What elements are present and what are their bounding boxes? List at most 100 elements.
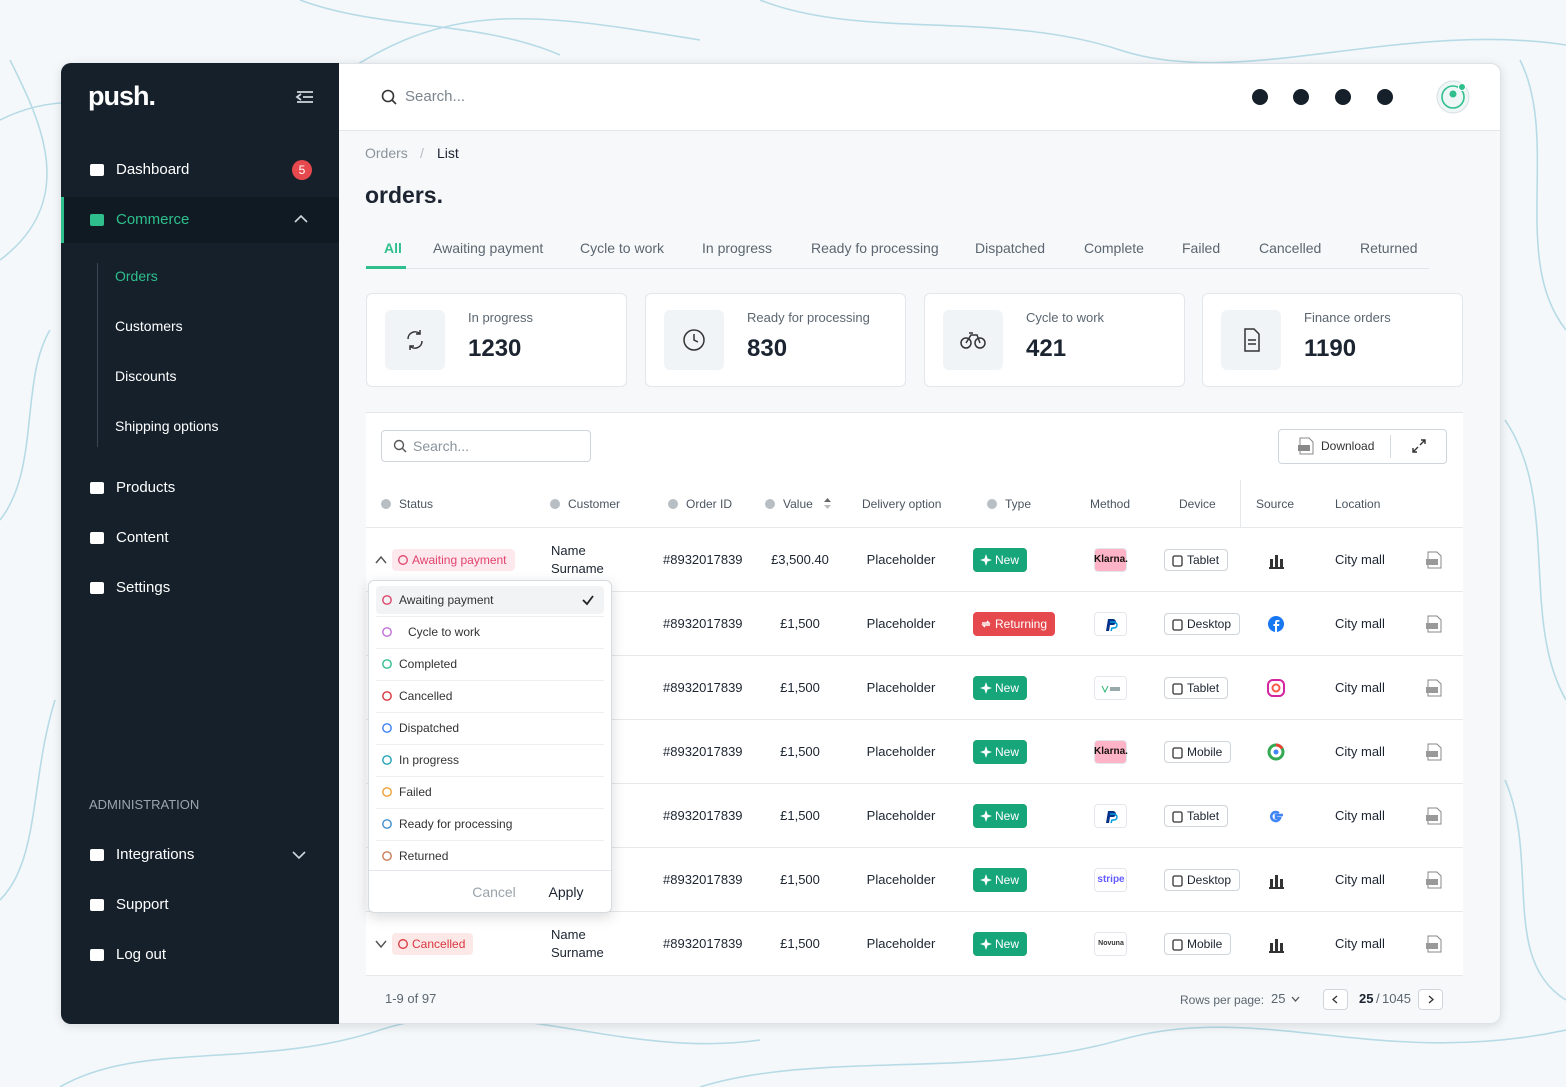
topbar-icon [1377,89,1393,105]
subnav-item[interactable]: Orders [115,268,158,284]
nav-item[interactable]: Log out [116,946,167,963]
search-icon [381,89,397,105]
device-icon [1172,747,1183,759]
type-label: New [995,681,1020,695]
table-row [366,591,1463,592]
search-icon-part [381,89,395,103]
source-icon-part [1271,683,1281,693]
menu-option[interactable]: Dispatched [399,721,460,735]
tab[interactable]: In progress [702,240,773,256]
info-icon-part [668,499,678,509]
menu-option[interactable]: Ready for processing [399,817,513,831]
menu-option[interactable]: Completed [399,657,458,671]
nav-icon-part [90,214,104,226]
chevron-down [292,851,306,860]
source-icon [1269,555,1284,569]
prev-page[interactable] [1323,989,1348,1010]
table-row [366,719,1463,720]
tab[interactable]: Failed [1182,240,1221,256]
subnav-item[interactable]: Shipping options [115,418,219,434]
menu-option[interactable]: Returned [399,849,449,863]
delivery-option: Placeholder [866,680,936,695]
subnav-item[interactable]: Customers [115,318,183,334]
source-icon-part [1270,879,1273,887]
menu-option[interactable]: In progress [399,753,460,767]
nav-icon-part [90,899,104,911]
global-search[interactable]: Search... [405,88,466,105]
rows-per-page[interactable]: 25 [1271,991,1286,1006]
source-icon-part [1275,743,1284,750]
check-icon [582,595,594,606]
menu-option[interactable]: Cancelled [399,689,453,703]
tab[interactable]: Complete [1084,240,1144,256]
nav-item[interactable]: Support [116,896,169,913]
tab[interactable]: Dispatched [975,240,1046,256]
table-row [366,655,1463,656]
source-icon-part [1269,887,1284,889]
next-page[interactable] [1418,989,1443,1010]
source-icon [1268,616,1284,632]
nav-item[interactable]: Integrations [116,846,195,863]
device-chip: Mobile [1164,741,1232,763]
collapse-icon [295,91,313,103]
order-id[interactable]: #8932017839 [663,552,743,567]
menu-option[interactable]: Failed [399,785,432,799]
menu-option[interactable]: Awaiting payment [399,593,494,607]
order-id[interactable]: #8932017839 [663,616,743,631]
stat-icon-part [965,332,981,344]
table-search[interactable] [381,430,591,462]
section-title: ADMINISTRATION [89,797,200,812]
type-chip: New [973,804,1028,828]
stat-icon [960,332,986,349]
delivery-option: Placeholder [866,744,936,759]
tab[interactable]: Cancelled [1259,240,1322,256]
nav-item[interactable]: Products [116,479,176,496]
menu-option[interactable]: Cycle to work [408,625,481,639]
nav-item[interactable]: Commerce [116,211,190,228]
column-header[interactable]: Value [783,497,813,511]
pdf-icon [1426,871,1442,889]
order-id[interactable]: #8932017839 [663,808,743,823]
search-icon-part [391,99,397,105]
device-chip: Tablet [1164,549,1229,571]
nav-item[interactable]: Settings [116,579,171,596]
device-icon [1172,811,1183,823]
pdf-icon [1298,437,1314,455]
nav-item[interactable]: Dashboard [116,161,190,178]
tab[interactable]: Returned [1360,240,1418,256]
menu-option-selected [376,586,604,614]
device-label: Tablet [1187,809,1220,823]
stat-value: 1230 [468,335,522,362]
breadcrumb-item[interactable]: Orders [365,145,408,161]
status-icon-part [398,555,408,565]
nav-item[interactable]: Content [116,529,169,546]
method-label: stripe [1097,874,1125,885]
page-separator: / [1376,991,1380,1006]
pdf-icon-part [1426,879,1438,885]
option-icon [382,595,392,605]
order-id[interactable]: #8932017839 [663,936,743,951]
order-id[interactable]: #8932017839 [663,680,743,695]
nav-badge-count: 5 [298,163,306,177]
tab[interactable]: Cycle to work [580,240,665,256]
order-id[interactable]: #8932017839 [663,744,743,759]
cancel-button[interactable]: Cancel [472,884,516,900]
tab[interactable]: Ready fo processing [811,240,939,256]
order-id[interactable]: #8932017839 [663,872,743,887]
menu-divider [376,744,604,745]
subnav-item[interactable]: Discounts [115,368,177,384]
header-border [366,527,1463,528]
status-chip: Cancelled [392,933,474,955]
type-chip: New [973,548,1028,572]
option-icon-part [382,819,392,829]
method-logo: Klarna. [1094,548,1128,572]
nav-icon [90,899,104,911]
type-label: New [995,873,1020,887]
download-button[interactable]: Download [1321,439,1375,453]
tab[interactable]: All [384,240,402,256]
tab[interactable]: Awaiting payment [433,240,544,256]
wallet-logo-part [1110,687,1120,691]
apply-button[interactable]: Apply [548,884,584,900]
column-header: Status [399,497,434,511]
